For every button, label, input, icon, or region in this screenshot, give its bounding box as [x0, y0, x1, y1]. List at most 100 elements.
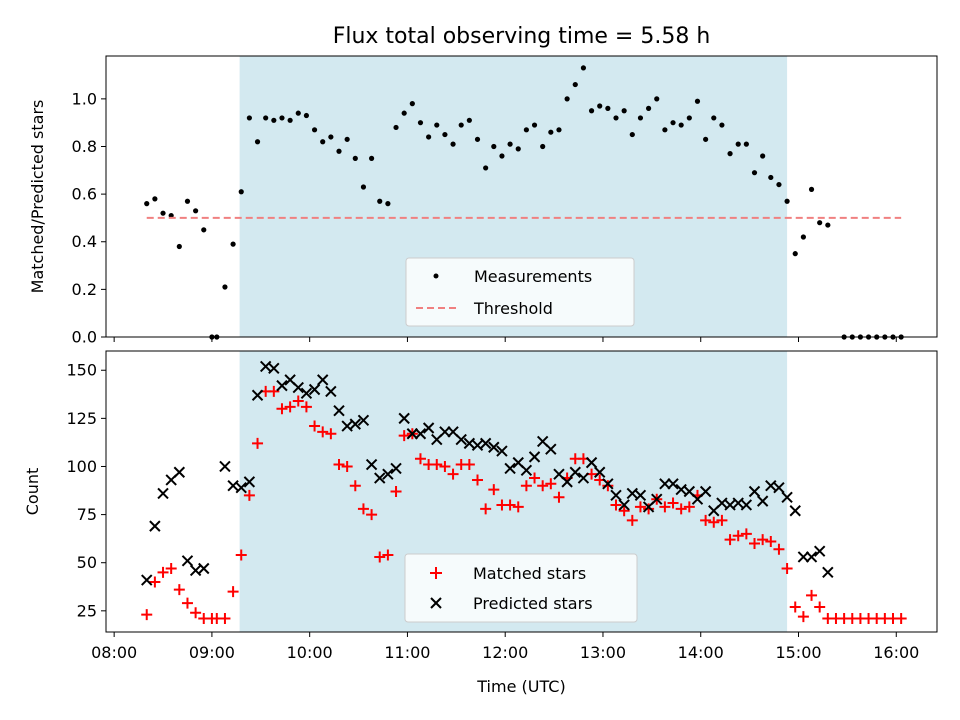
predicted-point	[496, 445, 508, 457]
predicted-point	[602, 478, 614, 490]
matched-point	[643, 503, 655, 515]
predicted-point	[797, 551, 810, 563]
measurement-point	[160, 210, 166, 216]
measurement-point	[360, 184, 367, 190]
measurement-point	[540, 143, 546, 150]
panel-count-marks	[141, 360, 907, 625]
legend-matched-marker	[430, 567, 442, 579]
y-tick-label-count: 150	[66, 361, 97, 380]
predicted-point	[667, 478, 679, 490]
y-tick-label-ratio: 0.6	[72, 185, 97, 204]
predicted-point	[594, 466, 606, 478]
measurement-point	[483, 165, 489, 171]
predicted-point	[748, 485, 761, 498]
measurement-point	[743, 141, 749, 147]
predicted-point	[520, 464, 533, 477]
predicted-point	[659, 478, 671, 490]
panel-count-yticks: 25 50 75 100 125 150	[66, 361, 106, 620]
matched-point	[504, 499, 516, 511]
measurement-point	[760, 153, 766, 159]
legend-predicted-label: Predicted stars	[473, 594, 593, 613]
matched-point	[512, 501, 524, 513]
matched-point	[895, 613, 907, 625]
measurement-point	[254, 139, 261, 145]
predicted-point	[479, 437, 492, 450]
predicted-point	[198, 562, 210, 575]
measurement-point	[678, 122, 684, 128]
measurement-point	[645, 105, 652, 111]
y-tick-label-ratio: 0.2	[72, 280, 97, 299]
predicted-point	[141, 574, 153, 586]
matched-point	[333, 459, 345, 471]
x-tick-label: 12:00	[482, 643, 528, 662]
measurement-point	[184, 198, 191, 204]
measurement-point	[556, 127, 562, 133]
matched-point	[325, 428, 337, 440]
matched-point	[243, 489, 255, 501]
matched-point	[284, 401, 296, 413]
predicted-point	[308, 383, 321, 396]
measurement-point	[279, 115, 285, 121]
measurement-point	[564, 96, 570, 102]
predicted-point	[219, 460, 231, 473]
measurement-point	[368, 155, 375, 161]
panel-ratio-frame	[105, 55, 938, 338]
matched-point	[675, 503, 687, 515]
measurement-point	[768, 174, 774, 181]
measurement-point	[654, 96, 660, 102]
predicted-point	[333, 404, 345, 417]
predicted-point	[149, 520, 161, 532]
predicted-point	[545, 443, 557, 455]
matched-point	[765, 536, 777, 548]
matched-point	[618, 505, 630, 517]
matched-point	[773, 543, 785, 555]
measurement-point	[499, 153, 505, 159]
matched-point	[141, 609, 153, 621]
predicted-point	[189, 564, 202, 577]
predicted-point	[488, 441, 500, 453]
panel-ratio-xticks	[113, 337, 897, 342]
legend-measurements-marker	[433, 273, 439, 279]
panel-count-frame	[105, 350, 938, 633]
measurement-point	[605, 105, 611, 111]
predicted-point	[651, 493, 663, 505]
predicted-point	[699, 485, 712, 498]
predicted-point	[439, 426, 451, 438]
measurement-point	[176, 243, 182, 250]
predicted-point	[268, 362, 280, 375]
predicted-point	[781, 491, 793, 503]
matched-point	[602, 480, 614, 492]
predicted-point	[716, 497, 728, 509]
measurement-point	[808, 186, 815, 192]
matched-point	[181, 597, 193, 609]
predicted-point	[626, 487, 639, 500]
matched-point	[626, 514, 638, 526]
x-axis-label: Time (UTC)	[476, 677, 565, 696]
y-tick-label-ratio: 0.4	[72, 232, 97, 251]
matched-point	[814, 601, 826, 613]
x-tick-label: 13:00	[580, 643, 626, 662]
predicted-point	[724, 499, 736, 511]
measurement-point	[792, 251, 798, 257]
x-tick-label: 08:00	[91, 643, 137, 662]
matched-point	[529, 472, 541, 484]
measurement-point	[776, 181, 782, 188]
matched-point	[300, 401, 312, 413]
measurement-point	[523, 127, 529, 133]
matched-point	[227, 586, 239, 598]
predicted-point	[317, 374, 329, 386]
predicted-point	[789, 505, 801, 517]
predicted-point	[569, 466, 581, 478]
matched-point	[757, 534, 769, 546]
predicted-point	[243, 476, 256, 488]
x-tick-label: 14:00	[678, 643, 724, 662]
predicted-point	[618, 499, 630, 511]
measurement-point	[246, 115, 252, 121]
matched-point	[740, 528, 752, 540]
predicted-point	[325, 385, 337, 398]
predicted-point	[732, 497, 744, 509]
matched-point	[806, 589, 818, 601]
matched-point	[749, 537, 761, 549]
matched-point	[797, 611, 809, 623]
measurement-point	[238, 189, 244, 195]
